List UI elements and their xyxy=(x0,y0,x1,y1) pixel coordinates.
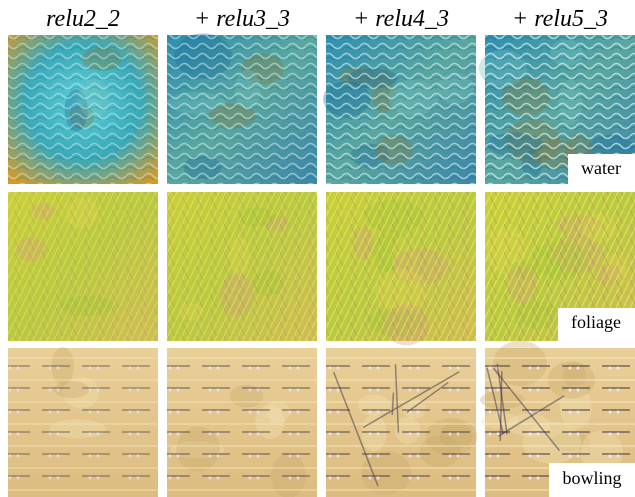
texture-pattern xyxy=(8,348,158,497)
row-label: water xyxy=(568,154,635,185)
row-label: bowling xyxy=(549,463,635,497)
column-header: + relu4_3 xyxy=(353,6,449,32)
texture-streak xyxy=(492,367,561,452)
texture-streak xyxy=(406,381,449,413)
texture-streak xyxy=(498,395,565,437)
texture-streak xyxy=(394,364,400,433)
texture-pattern xyxy=(326,192,476,341)
column-header: + relu3_3 xyxy=(194,6,290,32)
texture-pattern xyxy=(8,35,158,184)
row-label-text: water xyxy=(581,158,621,178)
texture-pattern xyxy=(167,192,317,341)
image-grid xyxy=(8,33,635,497)
texture-pattern xyxy=(167,348,317,497)
texture-pattern xyxy=(326,35,476,184)
texture-streak xyxy=(496,363,508,435)
row-label: foliage xyxy=(558,308,635,341)
texture-pattern xyxy=(8,192,158,341)
row-label-text: foliage xyxy=(571,312,621,332)
texture-pattern xyxy=(167,35,317,184)
column-header: + relu5_3 xyxy=(512,6,608,32)
texture-pattern xyxy=(326,348,476,497)
texture-streak xyxy=(362,371,460,429)
column-header: relu2_2 xyxy=(46,6,120,32)
texture-streak xyxy=(499,371,503,442)
row-label-text: bowling xyxy=(562,468,621,488)
texture-streak xyxy=(332,371,379,487)
